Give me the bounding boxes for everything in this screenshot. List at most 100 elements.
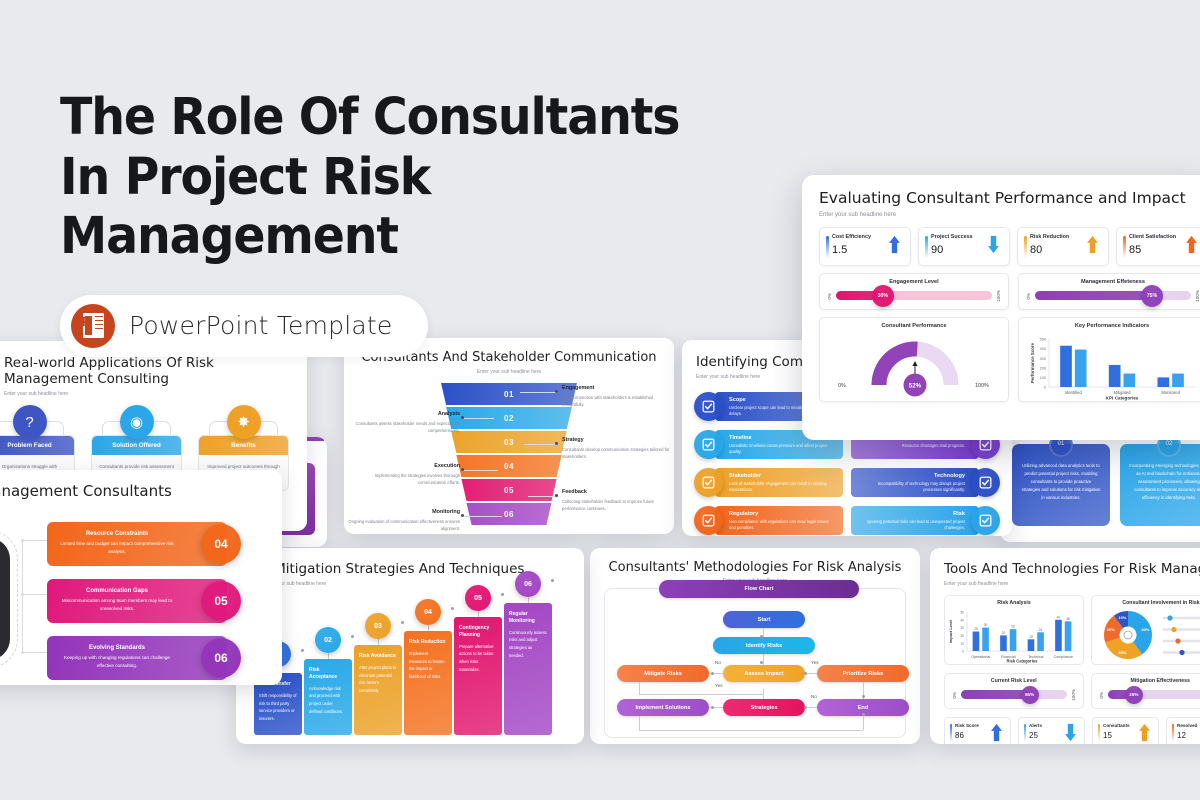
slide-subtitle: Enter your sub headline here — [476, 369, 542, 375]
flowchart-node[interactable]: Implement Solutions — [617, 699, 709, 716]
slide-challenges-faced[interactable]: ed By Risk Management Consultants — [0, 470, 282, 685]
step-heading: Contingency Planning — [459, 625, 490, 638]
flowchart: Flow Chart Start Identify Risks Assess Impa… — [604, 580, 909, 738]
identify-bar: Stakeholder Lack of stakeholder engageme… — [715, 468, 843, 497]
flowchart-node[interactable]: Mitigate Risks — [617, 665, 709, 682]
identify-row[interactable]: Regulatory Non-compliance with regulatio… — [694, 504, 843, 536]
slide-risk-mitigation-strategies[interactable]: k Mitigation Strategies And Techniques E… — [236, 548, 584, 744]
kpi-value: 15 — [1103, 730, 1112, 740]
challenge-right-card[interactable]: Evolving Standards Keeping up with chang… — [47, 636, 241, 680]
kpi-bar-chart-panel[interactable]: Key Performance Indicators 0 100 200 300 400… — [1018, 316, 1200, 402]
kpi-card[interactable]: Risk Reduction 80 — [1017, 227, 1109, 266]
funnel-segment[interactable]: 01 — [441, 383, 577, 405]
flowchart-edge-label: Yes — [811, 660, 819, 665]
svg-text:30: 30 — [984, 623, 988, 627]
funnel-segment[interactable]: 06 — [466, 503, 552, 525]
consultant-performance-gauge-panel[interactable]: Consultant Performance 52% 0% 100% — [819, 316, 1009, 402]
identify-row[interactable]: Risk Ignoring potential risks can lead t… — [851, 504, 1000, 536]
slider-track[interactable]: 75% — [1035, 284, 1191, 307]
staircase-step[interactable]: Regular Monitoring Continuously assess r… — [504, 603, 552, 735]
analytics-card[interactable]: 01 Utilizing advanced data analytics too… — [1012, 433, 1110, 526]
slider-track[interactable]: 25% — [1107, 685, 1200, 704]
slider-panel[interactable]: Current Risk Level 0% 65% 100% — [944, 673, 1084, 709]
kpi-value: 12 — [1177, 730, 1186, 740]
gauge-graphic: 52% 0% 100% — [820, 329, 1008, 401]
slider-panel[interactable]: Engagement Level 0% 30% 100% — [819, 273, 1009, 310]
callout-body: Consultants develop communication strate… — [562, 447, 670, 460]
kpi-label: Resolved — [1177, 722, 1198, 728]
slider-panel[interactable]: Management Effeteness 0% 75% 100% — [1018, 273, 1200, 310]
slider-control[interactable]: 0% 30% 100% — [820, 284, 1008, 309]
slider-track[interactable]: 30% — [836, 284, 992, 307]
funnel-segment[interactable]: 05 — [461, 479, 557, 501]
flowchart-header-node[interactable]: Flow Chart — [659, 580, 859, 598]
identify-body: Ignoring potential risks can lead to une… — [867, 519, 965, 531]
risk-analysis-panel[interactable]: Risk Analysis 0 10 20 30 40 50 25 30 Operational… — [944, 595, 1084, 665]
flowchart-node[interactable]: Strategies — [723, 699, 805, 716]
slider-min-label: 0% — [952, 691, 957, 699]
bulb-icon: ◉ — [119, 405, 154, 439]
flowchart-node[interactable]: End — [817, 699, 909, 716]
identify-row[interactable]: Stakeholder Lack of stakeholder engageme… — [694, 466, 843, 499]
svg-text:10: 10 — [960, 642, 964, 646]
funnel-segment[interactable]: 04 — [456, 455, 562, 477]
kpi-card[interactable]: Consultants 15 — [1092, 716, 1159, 744]
staircase-step[interactable]: Risk Reduction Implement measures to les… — [404, 631, 452, 735]
risk-analysis-title: Risk Analysis — [997, 600, 1031, 606]
check-box-icon — [694, 468, 723, 497]
slider-row: Engagement Level 0% 30% 100% Management … — [802, 266, 1200, 310]
flowchart-node[interactable]: Start — [723, 611, 805, 628]
slide-title: ed By Risk Management Consultants — [0, 482, 172, 500]
bar — [1074, 349, 1087, 387]
slider-min-label: 0% — [827, 292, 832, 300]
kpi-card[interactable]: Client Satisfaction 85 — [1116, 227, 1200, 266]
svg-text:30: 30 — [960, 626, 964, 630]
analytics-card[interactable]: 02 Incorporating emerging technologies s… — [1120, 433, 1200, 526]
identify-heading: Scope — [729, 397, 746, 403]
funnel-segment[interactable]: 03 — [451, 431, 567, 453]
funnel-callout-right: Engagement Initial connection with stakeh… — [562, 385, 674, 408]
slide-stakeholder-communication[interactable]: Consultants And Stakeholder Communicatio… — [344, 338, 674, 534]
check-box-icon — [694, 392, 723, 421]
slider-panel[interactable]: Mitigation Effectiveness 0% 25% 100% — [1090, 673, 1200, 709]
flowchart-node[interactable]: Identify Risks — [713, 637, 815, 654]
slider-knob[interactable]: 65% — [1020, 685, 1039, 704]
step-number: 06 — [515, 571, 541, 597]
slider-control[interactable]: 0% 75% 100% — [1019, 284, 1200, 309]
identify-bar: Regulatory Non-compliance with regulatio… — [715, 506, 843, 535]
flowchart-node[interactable]: Assess Impact — [723, 665, 805, 682]
svg-text:Operational: Operational — [971, 655, 990, 659]
staircase-step[interactable]: Risk Acceptance Acknowledge risk and pro… — [304, 659, 352, 735]
kpi-card[interactable]: Risk Score 86 — [944, 716, 1011, 744]
involvement-panel[interactable]: Consultant Involvement in Risk 40% 30% 20%… — [1091, 595, 1200, 665]
staircase-step[interactable]: Contingency Planning Prepare alternative… — [454, 617, 502, 735]
kpi-label: Project Success — [931, 234, 973, 240]
challenge-right-card[interactable]: Resource Constraints Limited time and bu… — [47, 522, 241, 566]
slider-control[interactable]: 0% 25% 100% — [1092, 684, 1200, 708]
card-body: Miscommunication among team members may … — [61, 598, 173, 611]
slider-knob[interactable]: 75% — [1141, 284, 1163, 307]
funnel-callout-left: Analysis Consultants assess stakeholder n… — [348, 411, 460, 434]
flowchart-node[interactable]: Prioritize Risks — [817, 665, 909, 682]
kpi-card[interactable]: Project Success 90 — [918, 227, 1010, 266]
slider-track[interactable]: 65% — [961, 685, 1067, 704]
slider-control[interactable]: 0% 65% 100% — [945, 684, 1083, 708]
slide-methodologies-flowchart[interactable]: Consultants' Methodologies For Risk Anal… — [590, 548, 920, 744]
slide-data-analytics-cards[interactable]: 01 Utilizing advanced data analytics too… — [1000, 430, 1200, 542]
callout-heading: Monitoring — [432, 509, 460, 515]
slide-tools-and-technologies[interactable]: Tools And Technologies For Risk Manageme… — [930, 548, 1200, 744]
funnel-segment[interactable]: 02 — [446, 407, 572, 429]
slide-evaluating-consultant-performance[interactable]: Evaluating Consultant Performance and Im… — [802, 175, 1200, 440]
slider-knob[interactable]: 30% — [871, 284, 894, 307]
slider-knob[interactable]: 25% — [1124, 685, 1143, 704]
kpi-card[interactable]: Alerts 25 — [1018, 716, 1085, 744]
staircase-step[interactable]: Risk Avoidance Alter project plans to el… — [354, 645, 402, 735]
callout-body: Implementing the strategies involves tho… — [374, 473, 460, 486]
kpi-card[interactable]: Cost Efficiency 1.5 — [819, 227, 911, 266]
kpi-card[interactable]: Resolved 12 — [1166, 716, 1200, 744]
svg-text:500: 500 — [1040, 337, 1046, 341]
slider-title: Management Effeteness — [1080, 279, 1146, 285]
challenge-right-card[interactable]: Communication Gaps Miscommunication amon… — [47, 579, 241, 623]
svg-text:Technical: Technical — [1028, 655, 1044, 659]
identify-row[interactable]: Technology Incompatibility of technology… — [851, 466, 1000, 499]
